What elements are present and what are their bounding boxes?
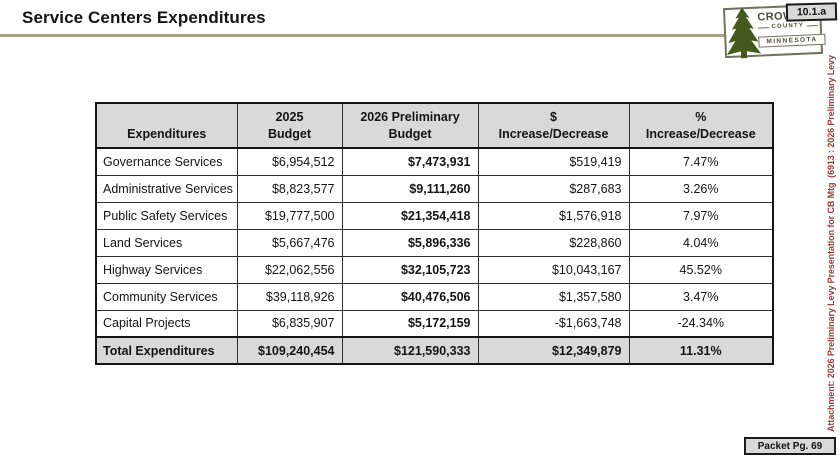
cell-pct-change: 7.47% <box>628 147 774 176</box>
cell-dollar-change: $10,043,167 <box>477 255 630 284</box>
cell-2026-budget: $21,354,418 <box>341 201 479 230</box>
col-header-line: 2025 <box>275 109 304 124</box>
cell-2025-budget: $8,823,577 <box>236 174 343 203</box>
table-row: Land Services $5,667,476 $5,896,336 $228… <box>95 228 774 257</box>
cell-dollar-change: $1,576,918 <box>477 201 630 230</box>
col-header-2025-budget: 2025 Budget <box>236 102 343 149</box>
logo-rule-left <box>757 26 769 29</box>
cell-2025-budget: $39,118,926 <box>236 282 343 311</box>
cell-2025-budget: $6,954,512 <box>236 147 343 176</box>
col-header-line: Increase/Decrease <box>645 126 756 141</box>
cell-2025-budget: $5,667,476 <box>236 228 343 257</box>
cell-2025-budget: $6,835,907 <box>236 309 343 338</box>
logo-rule-right <box>807 24 818 27</box>
cell-dollar-change: -$1,663,748 <box>477 309 630 338</box>
col-header-line: % <box>695 109 707 124</box>
logo-county-word: COUNTY <box>771 22 805 31</box>
table-header-row: Expenditures 2025 Budget 2026 Preliminar… <box>95 102 774 149</box>
col-header-line: Increase/Decrease <box>498 126 609 141</box>
row-label: Highway Services <box>95 255 238 284</box>
col-header-2026-budget: 2026 Preliminary Budget <box>341 102 479 149</box>
cell-2025-budget: $22,062,556 <box>236 255 343 284</box>
cell-dollar-change: $1,357,580 <box>477 282 630 311</box>
row-label: Governance Services <box>95 147 238 176</box>
cell-dollar-change: $228,860 <box>477 228 630 257</box>
cell-pct-change: 7.97% <box>628 201 774 230</box>
cell-2025-budget: $109,240,454 <box>236 336 343 365</box>
col-header-line: 2026 Preliminary <box>360 109 460 124</box>
col-header-line: Budget <box>388 126 432 141</box>
cell-pct-change: 4.04% <box>628 228 774 257</box>
cell-2026-budget: $7,473,931 <box>341 147 479 176</box>
cell-2026-budget: $40,476,506 <box>341 282 479 311</box>
table-row: Community Services $39,118,926 $40,476,5… <box>95 282 774 311</box>
col-header-pct-change: % Increase/Decrease <box>628 102 774 149</box>
cell-pct-change: 3.26% <box>628 174 774 203</box>
row-label: Community Services <box>95 282 238 311</box>
col-header-line: Budget <box>267 126 312 141</box>
row-label: Capital Projects <box>95 309 238 338</box>
title-underline <box>0 34 726 37</box>
table-total-row: Total Expenditures $109,240,454 $121,590… <box>95 336 774 365</box>
row-label: Total Expenditures <box>95 336 238 365</box>
cell-dollar-change: $519,419 <box>477 147 630 176</box>
cell-2026-budget: $32,105,723 <box>341 255 479 284</box>
table-row: Public Safety Services $19,777,500 $21,3… <box>95 201 774 230</box>
logo-county-row: COUNTY <box>757 22 818 31</box>
packet-page-label: Packet Pg. 69 <box>744 437 836 455</box>
expenditures-table: Expenditures 2025 Budget 2026 Preliminar… <box>95 102 774 365</box>
col-header-dollar-change: $ Increase/Decrease <box>477 102 630 149</box>
row-label: Public Safety Services <box>95 201 238 230</box>
table-row: Capital Projects $6,835,907 $5,172,159 -… <box>95 309 774 338</box>
agenda-item-badge: 10.1.a <box>785 2 838 22</box>
cell-2026-budget: $5,896,336 <box>341 228 479 257</box>
row-label: Land Services <box>95 228 238 257</box>
cell-pct-change: 45.52% <box>628 255 774 284</box>
col-header-line: $ <box>550 109 557 124</box>
cell-2025-budget: $19,777,500 <box>236 201 343 230</box>
cell-pct-change: 3.47% <box>628 282 774 311</box>
page-title: Service Centers Expenditures <box>22 8 266 27</box>
table-row: Administrative Services $8,823,577 $9,11… <box>95 174 774 203</box>
cell-2026-budget: $121,590,333 <box>341 336 479 365</box>
cell-2026-budget: $5,172,159 <box>341 309 479 338</box>
attachment-sidebar-note: Attachment: 2026 Preliminary Levy Presen… <box>826 55 836 432</box>
col-header-expenditures: Expenditures <box>95 102 238 149</box>
cell-pct-change: 11.31% <box>628 336 774 365</box>
cell-dollar-change: $12,349,879 <box>477 336 630 365</box>
cell-dollar-change: $287,683 <box>477 174 630 203</box>
row-label: Administrative Services <box>95 174 238 203</box>
county-logo: CROW WING COUNTY MINNESOTA <box>722 3 829 59</box>
logo-state-label: MINNESOTA <box>758 33 826 48</box>
cell-2026-budget: $9,111,260 <box>341 174 479 203</box>
table-row: Highway Services $22,062,556 $32,105,723… <box>95 255 774 284</box>
pine-tree-icon <box>727 7 761 59</box>
table-row: Governance Services $6,954,512 $7,473,93… <box>95 147 774 176</box>
cell-pct-change: -24.34% <box>628 309 774 338</box>
